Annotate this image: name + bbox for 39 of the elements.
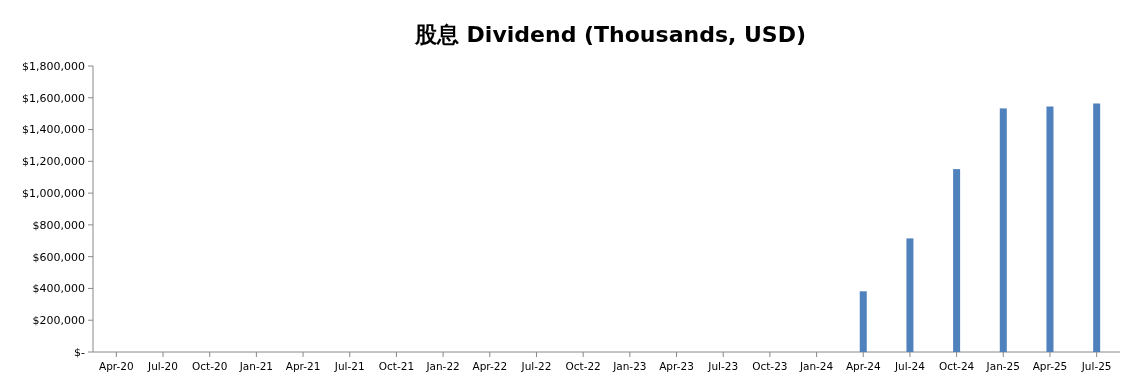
x-tick-label: Jan-22 <box>425 360 460 372</box>
bar <box>1093 103 1101 352</box>
chart-title: 股息 Dividend (Thousands, USD) <box>413 22 807 47</box>
y-tick-label: $- <box>74 345 86 359</box>
bar <box>906 238 914 352</box>
y-tick-label: $600,000 <box>32 250 85 264</box>
y-tick-label: $1,400,000 <box>22 123 85 137</box>
y-tick-label: $1,800,000 <box>22 59 85 73</box>
bar <box>953 169 961 352</box>
y-tick-label: $1,600,000 <box>22 91 85 105</box>
y-tick-label: $1,200,000 <box>22 155 85 169</box>
y-tick-label: $800,000 <box>32 218 85 232</box>
x-tick-label: Jul-20 <box>147 360 178 372</box>
x-tick-label: Oct-21 <box>378 360 415 372</box>
x-tick-label: Jan-23 <box>612 360 647 372</box>
x-tick-label: Jul-25 <box>1080 360 1112 372</box>
y-tick-label: $200,000 <box>32 314 85 328</box>
y-tick-label: $1,000,000 <box>22 186 85 200</box>
x-tick-label: Jan-24 <box>798 360 834 372</box>
x-tick-label: Jul-24 <box>894 360 926 372</box>
x-tick-label: Oct-22 <box>565 360 601 372</box>
x-tick-label: Jul-22 <box>520 360 552 372</box>
x-tick-label: Apr-22 <box>472 360 508 372</box>
x-tick-label: Apr-25 <box>1032 360 1068 372</box>
x-tick-label: Jul-21 <box>333 360 365 372</box>
bar <box>999 108 1007 352</box>
x-tick-label: Apr-24 <box>845 360 881 372</box>
y-tick-label: $400,000 <box>32 282 85 296</box>
bar <box>1046 106 1054 352</box>
x-tick-label: Oct-23 <box>752 360 788 372</box>
x-tick-label: Oct-20 <box>192 360 228 372</box>
x-tick-label: Apr-21 <box>285 360 321 372</box>
x-tick-label: Apr-20 <box>99 360 134 372</box>
x-tick-label: Jan-21 <box>238 360 274 372</box>
x-tick-label: Jan-25 <box>985 360 1020 372</box>
x-tick-label: Oct-24 <box>938 360 975 372</box>
bar <box>859 291 867 352</box>
x-tick-label: Jul-23 <box>707 360 739 372</box>
x-tick-label: Apr-23 <box>659 360 694 372</box>
